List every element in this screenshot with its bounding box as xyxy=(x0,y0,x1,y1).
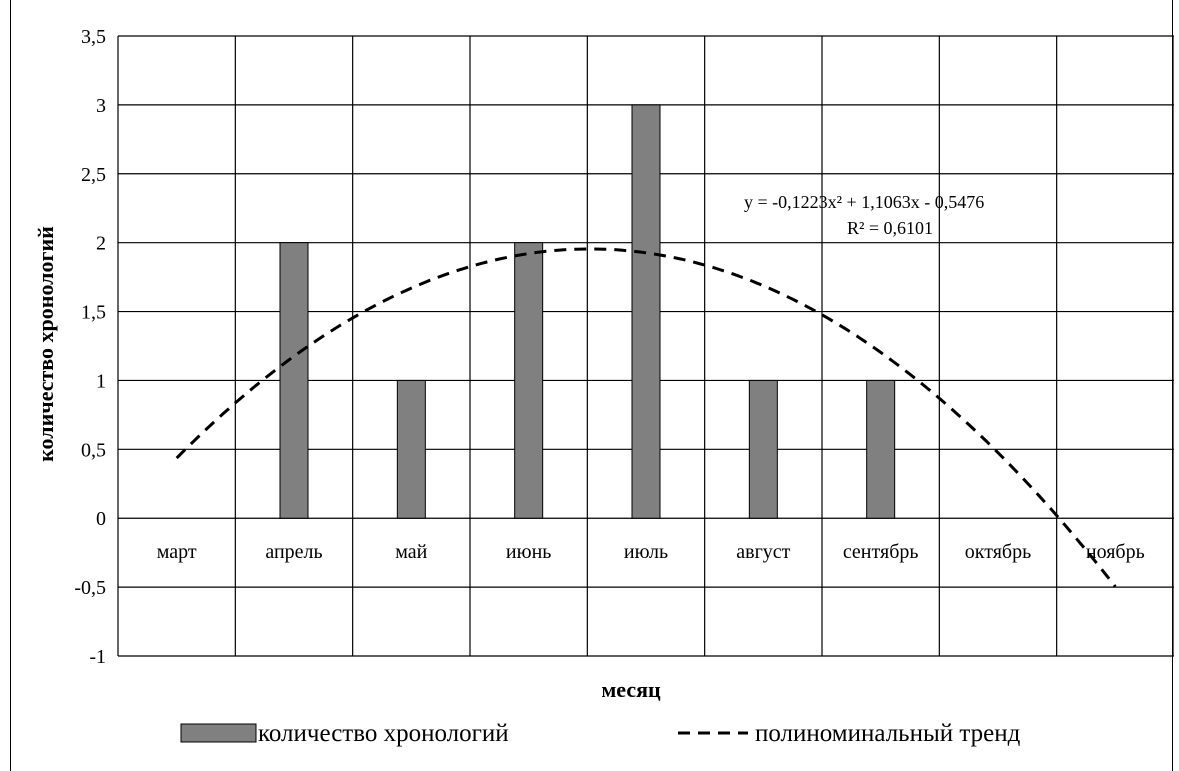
legend: количество хронологий полиноминальный тр… xyxy=(180,720,1021,747)
bar xyxy=(279,242,309,519)
y-tick-label: -1 xyxy=(89,646,106,668)
y-tick-label: -0,5 xyxy=(74,577,106,599)
x-axis-categories: март апрель май июнь июль август сентябрь октяб… xyxy=(157,541,1145,563)
bar xyxy=(748,379,778,519)
y-axis-ticks: -1 -0,5 0 0,5 1 1,5 2 2,5 3 3,5 xyxy=(74,26,106,668)
chart-frame: -1 -0,5 0 0,5 1 1,5 2 2,5 3 3,5 март апрель май июнь… xyxy=(10,0,1174,771)
y-tick-label: 3,5 xyxy=(81,26,106,48)
x-category-label: август xyxy=(736,541,790,563)
legend-bar-label: количество хронологий xyxy=(258,720,509,747)
x-axis-title: месяц xyxy=(601,677,661,702)
bar xyxy=(631,104,661,519)
bar xyxy=(396,379,426,519)
trend-equation: y = -0,1223x² + 1,1063x - 0,5476 xyxy=(744,192,984,212)
bar xyxy=(514,242,544,519)
x-category-label: октябрь xyxy=(965,541,1031,563)
x-category-label: март xyxy=(157,541,197,563)
bars xyxy=(279,104,896,519)
y-tick-label: 2 xyxy=(96,233,106,255)
trend-line xyxy=(175,247,1117,588)
y-tick-label: 0,5 xyxy=(81,439,106,461)
legend-trend-label: полиноминальный тренд xyxy=(755,720,1021,747)
legend-bar-swatch xyxy=(180,723,257,743)
y-axis-title: количество хронологий xyxy=(33,226,58,462)
y-tick-label: 1,5 xyxy=(81,302,106,324)
trend-r-squared: R² = 0,6101 xyxy=(847,218,933,238)
x-category-label: сентябрь xyxy=(843,541,919,563)
chart: -1 -0,5 0 0,5 1 1,5 2 2,5 3 3,5 март апрель май июнь… xyxy=(33,26,1174,747)
trendline xyxy=(175,247,1117,588)
y-tick-label: 1 xyxy=(96,370,106,392)
x-category-label: июль xyxy=(624,541,668,563)
x-category-label: июнь xyxy=(506,541,551,563)
x-category-label: май xyxy=(395,541,427,563)
x-category-label: ноябрь xyxy=(1086,541,1145,563)
y-tick-label: 3 xyxy=(96,95,106,117)
bar xyxy=(866,379,896,519)
y-tick-label: 0 xyxy=(96,508,106,530)
y-tick-label: 2,5 xyxy=(81,164,106,186)
x-category-label: апрель xyxy=(265,541,322,563)
